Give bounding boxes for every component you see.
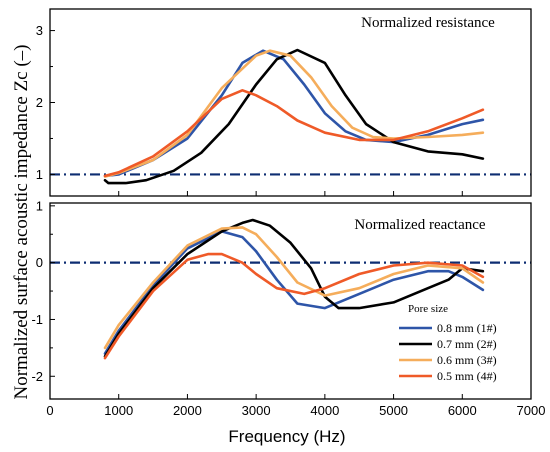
legend-label-1: 0.8 mm (1#) bbox=[437, 321, 497, 335]
resistance-plot-frame bbox=[49, 8, 532, 197]
reactance-panel: -2 -1 0 1 0 1000 2000 3000 4000 5000 6000 7000 bbox=[31, 198, 545, 418]
reactance-panel-title: Normalized reactance bbox=[354, 217, 486, 233]
reactance-x-tick-label: 5000 bbox=[379, 403, 408, 418]
legend-label-3: 0.6 mm (3#) bbox=[437, 353, 497, 367]
resistance-y-tick-label: 2 bbox=[36, 95, 43, 110]
reactance-plot-frame bbox=[49, 202, 532, 400]
resistance-series-2-line bbox=[103, 48, 485, 185]
legend-title: Pore size bbox=[408, 303, 448, 315]
resistance-series-1-line bbox=[103, 49, 485, 178]
resistance-y-tick-label: 1 bbox=[36, 167, 43, 182]
reactance-y-tick-label: -2 bbox=[31, 369, 43, 384]
y-axis-label: Normalized surface acoustic impedance Zc… bbox=[11, 44, 32, 399]
legend-label-4: 0.5 mm (4#) bbox=[437, 369, 497, 383]
resistance-series-4-line bbox=[103, 89, 485, 178]
resistance-series-3-line bbox=[103, 49, 485, 178]
reactance-x-tick-label: 7000 bbox=[517, 403, 546, 418]
reactance-x-tick-label: 0 bbox=[46, 403, 53, 418]
resistance-panel-title: Normalized resistance bbox=[361, 15, 495, 31]
reactance-y-tick-label: 0 bbox=[36, 255, 43, 270]
legend-label-2: 0.7 mm (2#) bbox=[437, 337, 497, 351]
reactance-y-tick-label: -1 bbox=[31, 312, 43, 327]
reactance-series-4-line bbox=[103, 252, 485, 360]
legend: Pore size 0.8 mm (1#) 0.7 mm (2#) 0.6 mm (… bbox=[399, 303, 497, 383]
reactance-x-tick-label: 2000 bbox=[173, 403, 202, 418]
resistance-y-tick-label: 3 bbox=[36, 23, 43, 38]
reactance-y-tick-label: 1 bbox=[36, 198, 43, 213]
reactance-series-2-line bbox=[103, 218, 485, 358]
reactance-x-tick-label: 1000 bbox=[104, 403, 133, 418]
x-axis-label: Frequency (Hz) bbox=[228, 427, 345, 446]
reactance-x-tick-label: 6000 bbox=[448, 403, 477, 418]
reactance-x-tick-label: 3000 bbox=[242, 403, 271, 418]
resistance-panel: 1 2 3 bbox=[36, 8, 532, 197]
reactance-x-tick-label: 4000 bbox=[310, 403, 339, 418]
reactance-series-3-line bbox=[103, 226, 485, 350]
